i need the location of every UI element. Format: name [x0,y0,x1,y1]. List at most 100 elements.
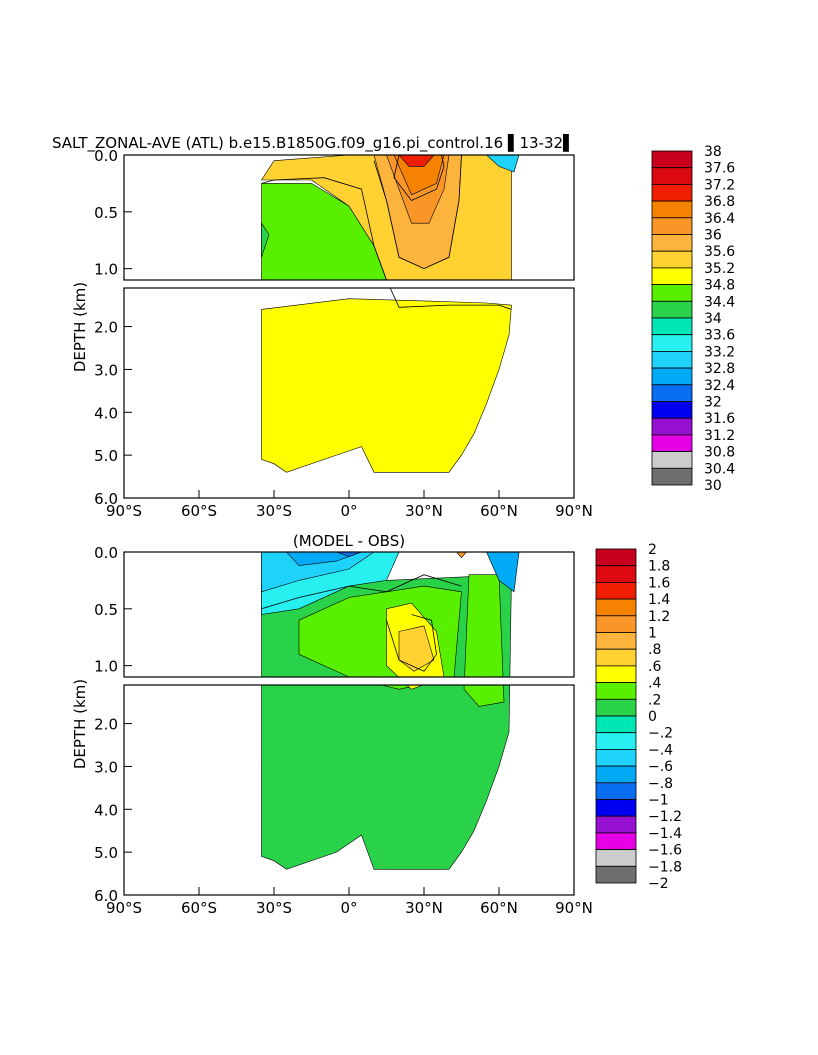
upper-frame [123,551,575,678]
contour-line [373,155,462,270]
colorbar-swatch [651,451,693,469]
fill-layer [260,155,520,473]
y-tick-label: 2.0 [94,716,118,734]
contour-line [386,614,437,672]
x-tick-label: 60°N [480,502,518,520]
y-axis-label: DEPTH (km) [71,282,89,372]
colorbar-swatch [595,715,637,734]
colorbar-label: 32 [704,395,722,411]
colorbar-swatch [595,565,637,583]
colorbar-swatch [651,334,693,352]
contour-region [393,155,445,196]
colorbar-label: 1.6 [648,575,670,591]
colorbar-label: 1.2 [648,609,670,625]
colorbar-label: 31.2 [704,428,735,444]
panel-title: (MODEL - OBS) [293,532,405,550]
colorbar-label: 32.8 [704,361,735,377]
y-tick-label: 0.5 [94,601,118,619]
colorbar-swatch [651,150,693,169]
colorbar-label: 2 [648,542,657,558]
colorbar-swatch [595,765,637,784]
colorbar-label: −1.8 [648,859,682,875]
y-tick-label: 6.0 [94,490,118,508]
colorbar: 21.81.61.41.21.8.6.4.20−.2−.4−.6−.8−1−1.… [595,542,682,892]
contour-region [336,552,362,557]
contour-line [393,155,445,201]
colorbar-swatch [595,548,637,567]
colorbar-label: 34.4 [704,294,735,310]
y-tick-label: 0.0 [94,147,118,165]
colorbar-swatch [651,350,693,369]
colorbar-label: 37.6 [704,161,735,177]
y-tick-label: 0.5 [94,204,118,222]
colorbar-swatch [595,698,637,717]
colorbar-label: −.2 [648,726,673,742]
colorbar-swatch [651,317,693,336]
x-tick-label: 30°S [256,899,292,917]
y-tick-label: 2.0 [94,319,118,337]
colorbar-label: .6 [648,659,661,675]
colorbar-swatch [595,865,637,884]
upper-frame [123,154,575,281]
colorbar-label: 32.4 [704,378,735,394]
colorbar-label: .2 [648,692,661,708]
colorbar-label: −1.6 [648,843,682,859]
colorbar-swatch [651,417,693,436]
colorbar-swatch [595,598,637,617]
x-tick-label: 90°S [106,899,142,917]
colorbar-swatch [595,782,637,800]
colorbar-swatch [595,749,637,767]
x-tick-label: 90°N [555,899,593,917]
x-tick-label: 60°S [181,899,217,917]
contour-region [261,222,270,258]
colorbar-label: .4 [648,676,661,692]
fill-layer [261,552,520,870]
y-tick-label: 0.0 [94,544,118,562]
colorbar-swatch [595,582,637,600]
colorbar-label: 30.8 [704,445,735,461]
colorbar-label: 1.4 [648,592,670,608]
colorbar-label: 34 [704,311,722,327]
colorbar-swatch [595,832,637,851]
colorbar-swatch [651,183,693,202]
contour-region [398,625,435,672]
colorbar-swatch [651,300,693,319]
x-tick-label: 0° [340,899,357,917]
colorbar-swatch [595,665,637,684]
colorbar-swatch [595,632,637,650]
colorbar-swatch [595,648,637,667]
y-tick-label: 4.0 [94,801,118,819]
colorbar-swatch [651,284,693,302]
colorbar-swatch [595,732,637,750]
colorbar-label: 35.2 [704,261,735,277]
y-tick-label: 3.0 [94,758,118,776]
colorbar-swatch [651,467,693,486]
x-tick-label: 0° [340,502,357,520]
x-tick-label: 60°N [480,899,518,917]
contour-region [285,552,362,566]
colorbar-swatch [595,682,637,700]
colorbar-swatch [651,401,693,419]
difference-panel: 0.0 0.5 1.0 2.0 3.0 4.0 5.0 6.090°S 60°S 30°S 0° 30… [71,532,682,917]
colorbar-swatch [651,367,693,386]
colorbar-label: 36 [704,228,722,244]
x-tick-label: 30°S [256,502,292,520]
colorbar-swatch [651,167,693,185]
x-tick-label: 90°S [106,502,142,520]
colorbar-label: 38 [704,144,722,160]
y-tick-label: 1.0 [94,658,118,676]
contour-line [261,574,462,610]
panel-title: SALT_ZONAL-AVE (ATL) b.e15.B1850G.f09_g1… [52,133,575,153]
contour-region [485,155,520,173]
colorbar-label: 0 [648,709,657,725]
colorbar-swatch [651,234,693,252]
colorbar-label: −.4 [648,742,673,758]
colorbar-label: −.8 [648,776,673,792]
colorbar-label: 1 [648,626,657,642]
contour-region [261,298,512,473]
colorbar-label: 33.6 [704,328,735,344]
colorbar-label: 1.8 [648,559,670,575]
colorbar-label: 36.4 [704,211,735,227]
contour-region [398,155,435,167]
